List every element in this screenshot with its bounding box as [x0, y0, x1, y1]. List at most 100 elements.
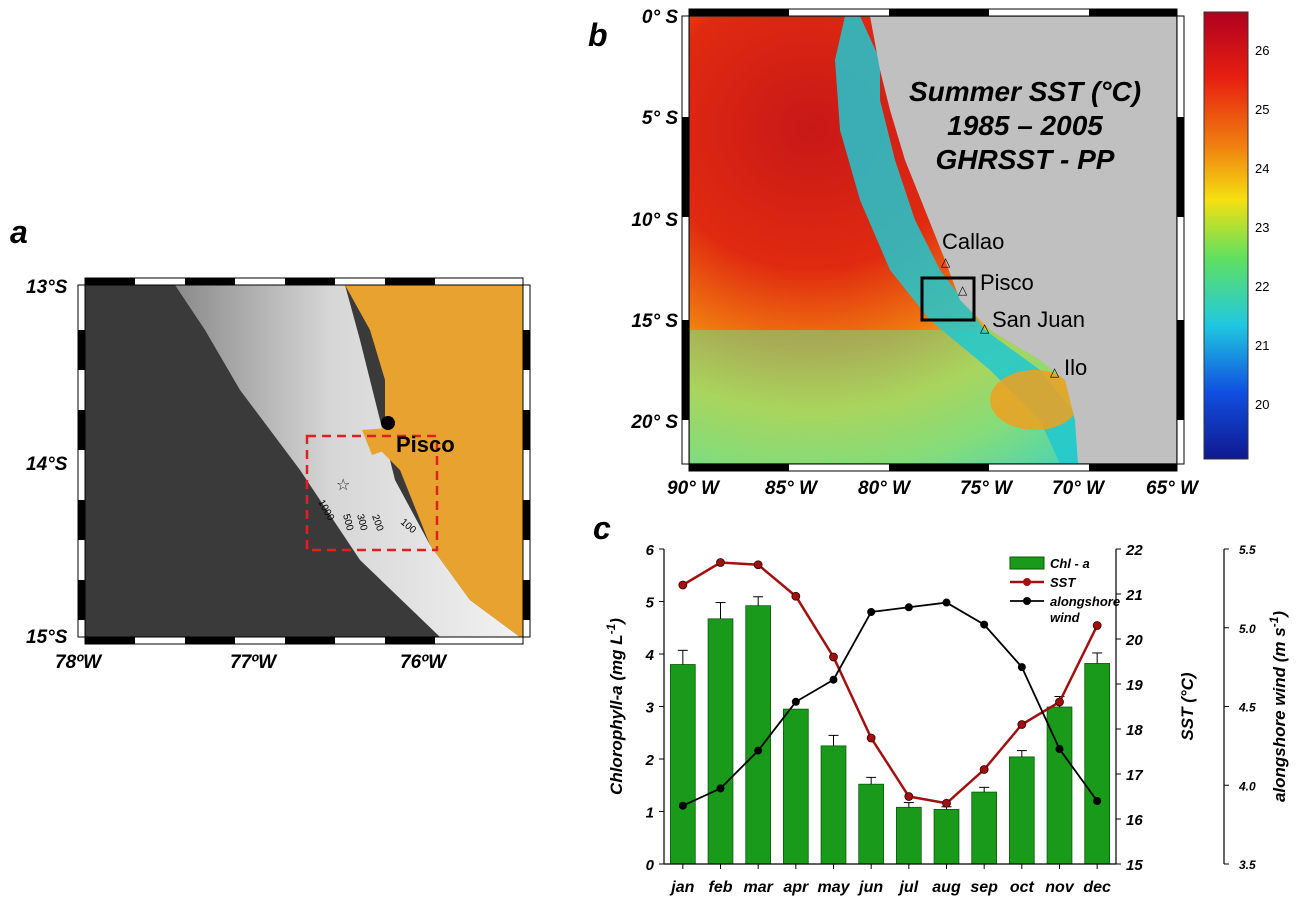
- y-axis-label-end: ): [607, 618, 626, 626]
- sst-line: [682, 561, 1099, 805]
- chl-bar-jul: [896, 806, 922, 865]
- x-tick-label: mar: [743, 879, 773, 896]
- legend-label-wind-1: alongshore: [1050, 594, 1120, 609]
- y3-axis-label-sup: -1: [1267, 616, 1281, 627]
- sanjuan-label: San Juan: [992, 307, 1085, 332]
- x-tick-label: feb: [709, 879, 733, 896]
- wind-point-jun: [867, 608, 876, 616]
- legend-marker-wind: [1023, 597, 1031, 605]
- legend-swatch-chl: [1009, 556, 1045, 570]
- sanjuan-marker: △: [980, 321, 990, 335]
- x-tick-label: may: [817, 879, 850, 896]
- y3-tick-label: 5.5: [1239, 543, 1256, 557]
- chl-bar-sep: [971, 791, 997, 865]
- sst-point-dec: [1092, 621, 1102, 630]
- map-b-lon-70: 70° W: [1052, 478, 1106, 499]
- map-b-lat-0: 0° S: [642, 7, 678, 28]
- legend-label-sst: SST: [1050, 575, 1076, 590]
- map-a-lon-78: 78ºW: [55, 652, 103, 673]
- y-axis-label-sup: -1: [604, 623, 618, 634]
- chl-bar-may: [820, 745, 847, 865]
- map-a-frame: ☆ Pisco 1000 500 300 200 100: [77, 277, 531, 645]
- map-a-lat-13: 13°S: [26, 277, 68, 298]
- y-tick-label: 1: [646, 805, 654, 822]
- wind-point-aug: [942, 598, 951, 607]
- cbar-tick-20: 20: [1255, 397, 1269, 412]
- panel-b: b Summer SST (°C) 1985 – 2005 GHRSST - P…: [588, 7, 1269, 499]
- pisco-b-label: Pisco: [980, 270, 1034, 295]
- sst-point-apr: [791, 591, 801, 601]
- chl-bar-mar: [745, 605, 771, 865]
- y-tick-label: 0: [646, 857, 655, 874]
- map-a-lon-77: 77ºW: [230, 652, 278, 673]
- depth-label-300: 300: [354, 513, 369, 532]
- pisco-dot: [381, 416, 395, 430]
- sst-point-nov: [1055, 697, 1064, 707]
- y-axis-label-main: Chlorophyll-a (mg L: [607, 634, 626, 795]
- map-b-lat-10: 10° S: [631, 210, 678, 231]
- y2-tick-label: 22: [1125, 542, 1143, 559]
- sst-point-oct: [1017, 720, 1027, 729]
- map-b-lon-65: 65° W: [1146, 478, 1200, 499]
- land-area: [345, 285, 523, 637]
- sst-point-jul: [904, 792, 914, 801]
- depth-label-500: 500: [340, 513, 355, 532]
- sst-point-may: [829, 652, 838, 662]
- map-b-lat-20: 20° S: [630, 412, 678, 433]
- map-a-lon-76: 76ºW: [400, 652, 448, 673]
- sst-point-sep: [979, 765, 989, 774]
- y2-axis-label: SST (°C): [1178, 672, 1197, 741]
- map-a-lat-14: 14°S: [26, 454, 68, 475]
- callao-marker: △: [941, 255, 951, 269]
- wind-point-feb: [716, 784, 725, 793]
- sst-point-feb: [716, 558, 725, 567]
- warm-south-eddy: [990, 370, 1080, 430]
- sst-title-line3: GHRSST - PP: [936, 144, 1115, 175]
- sst-land: [870, 16, 1177, 464]
- continental-slope: [175, 285, 520, 637]
- x-tick-label: aug: [932, 879, 961, 896]
- y3-tick-label: 5.0: [1239, 622, 1256, 636]
- x-tick-label: jun: [857, 879, 883, 896]
- chl-bar-aug: [933, 809, 960, 865]
- cbar-tick-24: 24: [1255, 161, 1269, 176]
- y-axis-label: Chlorophyll-a (mg L-1): [604, 618, 626, 795]
- sst-title-line2: 1985 – 2005: [947, 110, 1103, 141]
- map-a-lat-15: 15°S: [26, 627, 68, 648]
- y2-tick-label: 17: [1126, 767, 1143, 784]
- map-b-lon-75: 75° W: [960, 478, 1014, 499]
- x-tick-label: dec: [1083, 879, 1111, 896]
- map-a-border: [77, 277, 531, 645]
- y2-tick-label: 20: [1125, 632, 1143, 649]
- wind-point-sep: [980, 620, 989, 629]
- legend-label-chl: Chl - a: [1050, 556, 1090, 571]
- sst-point-mar: [753, 560, 763, 570]
- y-tick-label: 2: [645, 752, 655, 769]
- y-tick-label: 3: [646, 700, 655, 717]
- map-b-border: [681, 8, 1185, 472]
- panel-a-label: a: [10, 214, 28, 250]
- y-tick-label: 4: [645, 647, 655, 664]
- y3-axis-label: alongshore wind (m s-1): [1267, 611, 1289, 802]
- pisco-marker: △: [958, 283, 968, 297]
- star-icon: ☆: [336, 475, 350, 494]
- x-tick-label: apr: [783, 879, 809, 896]
- wind-point-dec: [1093, 797, 1102, 805]
- map-b-lat-5: 5° S: [642, 108, 678, 129]
- cbar-tick-25: 25: [1255, 102, 1269, 117]
- y-tick-label: 6: [646, 542, 655, 559]
- chl-bar-jan: [670, 664, 696, 865]
- sst-title-line1: Summer SST (°C): [909, 76, 1141, 107]
- map-b-lon-80: 80° W: [858, 478, 912, 499]
- cbar-tick-22: 22: [1255, 279, 1269, 294]
- seasonal-chart: 0 1 2 3 4 5 6 15 16 17 18 19 20 21 22 3.5 4.0 4.5 5.0 5.5 ja…: [604, 542, 1289, 896]
- sst-point-aug: [942, 798, 951, 808]
- y2-tick-label: 21: [1125, 587, 1143, 604]
- chl-bar-feb: [707, 618, 734, 865]
- panel-c: c 0 1 2 3 4 5 6 15 16 17 18 19 20 21 22 3.5 4.0 4.5 5.0 5.5…: [593, 510, 1289, 896]
- wind-point-oct: [1017, 663, 1026, 672]
- x-tick-label: jul: [897, 879, 918, 896]
- wind-point-apr: [791, 697, 800, 706]
- x-tick-label: jan: [669, 879, 694, 896]
